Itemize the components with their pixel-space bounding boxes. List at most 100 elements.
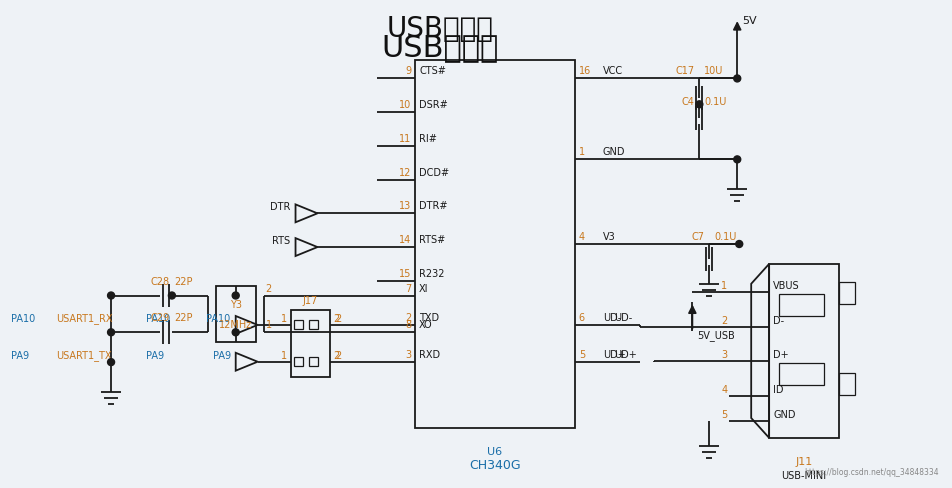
Text: D+: D+ [773, 349, 789, 360]
Bar [779, 364, 824, 386]
Text: GND: GND [603, 147, 625, 157]
Text: GND: GND [773, 409, 796, 419]
Text: C4: C4 [682, 97, 694, 107]
Text: UD+: UD+ [603, 349, 625, 359]
Text: 3: 3 [721, 349, 727, 360]
Text: 8: 8 [405, 320, 411, 329]
Text: 1: 1 [282, 313, 288, 323]
Bar [839, 282, 855, 304]
Text: 5: 5 [579, 349, 585, 359]
Text: CH340G: CH340G [469, 458, 521, 471]
Circle shape [734, 76, 741, 83]
Text: 11: 11 [399, 134, 411, 143]
Text: 2: 2 [266, 283, 272, 293]
Text: TXD: TXD [419, 312, 439, 322]
Text: 5: 5 [721, 409, 727, 419]
Bar [415, 61, 575, 428]
Text: USB转串口: USB转串口 [382, 33, 499, 62]
Text: 14: 14 [399, 235, 411, 244]
Text: UD-: UD- [615, 312, 633, 322]
Bar [779, 294, 824, 316]
Text: Y3: Y3 [229, 299, 242, 309]
Text: DTR#: DTR# [419, 201, 447, 211]
Text: 2: 2 [721, 315, 727, 325]
Text: USART1_RX: USART1_RX [56, 312, 112, 323]
Circle shape [232, 329, 239, 336]
Circle shape [696, 102, 703, 108]
Text: V3: V3 [603, 231, 615, 242]
Text: 5V: 5V [743, 16, 757, 26]
Text: D-: D- [773, 315, 784, 325]
Text: C29: C29 [150, 313, 169, 323]
Text: RTS: RTS [272, 236, 290, 245]
Bar [216, 286, 256, 342]
Text: PA10: PA10 [146, 313, 170, 323]
Text: 15: 15 [399, 268, 411, 278]
Text: 22P: 22P [174, 276, 193, 286]
Text: RXD: RXD [419, 349, 440, 359]
Bar [293, 321, 303, 330]
Text: PA10: PA10 [207, 313, 230, 323]
Text: https://blog.csdn.net/qq_34848334: https://blog.csdn.net/qq_34848334 [804, 467, 939, 476]
Text: 1: 1 [282, 350, 288, 360]
Text: 4: 4 [579, 231, 585, 242]
Text: PA9: PA9 [146, 350, 164, 360]
Text: UD-: UD- [603, 312, 621, 322]
Text: 0.1U: 0.1U [714, 231, 737, 242]
Text: 10: 10 [399, 100, 411, 110]
Text: VCC: VCC [603, 66, 623, 76]
Text: 6: 6 [579, 312, 585, 322]
Bar [309, 358, 319, 366]
Text: U6: U6 [487, 446, 503, 456]
Text: 5V_USB: 5V_USB [698, 330, 735, 341]
Bar [839, 373, 855, 395]
Text: PA9: PA9 [212, 350, 230, 360]
Text: 13: 13 [399, 201, 411, 211]
Text: 22P: 22P [174, 313, 193, 323]
Text: 2: 2 [333, 313, 340, 323]
Text: XO: XO [419, 320, 433, 329]
Text: VBUS: VBUS [773, 280, 800, 290]
Text: PA10: PA10 [11, 313, 35, 323]
Circle shape [232, 292, 239, 299]
Circle shape [734, 157, 741, 163]
Circle shape [108, 292, 114, 299]
Circle shape [169, 292, 175, 299]
Text: XI: XI [419, 283, 428, 293]
Text: 2: 2 [333, 350, 340, 360]
Text: 1: 1 [266, 320, 271, 329]
Text: DSR#: DSR# [419, 100, 448, 110]
Text: RI#: RI# [419, 134, 437, 143]
Text: 16: 16 [579, 66, 591, 76]
Bar [290, 310, 330, 377]
Text: C28: C28 [150, 276, 169, 286]
Text: 3: 3 [405, 349, 411, 359]
Text: R232: R232 [419, 268, 445, 278]
Text: 2: 2 [335, 350, 342, 360]
Text: 0.1U: 0.1U [704, 97, 726, 107]
Text: 9: 9 [405, 66, 411, 76]
Bar [769, 264, 839, 438]
Text: 2: 2 [335, 313, 342, 324]
Text: C7: C7 [691, 231, 704, 242]
Text: PA9: PA9 [11, 350, 30, 360]
Circle shape [736, 241, 743, 248]
Text: 12: 12 [399, 167, 411, 177]
Bar [293, 358, 303, 366]
Text: 1: 1 [579, 147, 585, 157]
Text: 1: 1 [721, 280, 727, 290]
Text: 2: 2 [405, 312, 411, 322]
Text: 7: 7 [405, 283, 411, 293]
Text: USB-MINI: USB-MINI [782, 470, 826, 480]
Text: CTS#: CTS# [419, 66, 446, 76]
Text: UD+: UD+ [615, 349, 637, 359]
Text: RTS#: RTS# [419, 235, 446, 244]
Text: USB转串口: USB转串口 [387, 15, 493, 43]
Circle shape [108, 329, 114, 336]
Text: C17: C17 [675, 66, 694, 76]
Text: DTR: DTR [270, 202, 290, 212]
Text: ID: ID [773, 385, 783, 394]
Text: USART1_TX: USART1_TX [56, 349, 111, 360]
Text: DCD#: DCD# [419, 167, 449, 177]
Text: J17: J17 [303, 295, 318, 305]
